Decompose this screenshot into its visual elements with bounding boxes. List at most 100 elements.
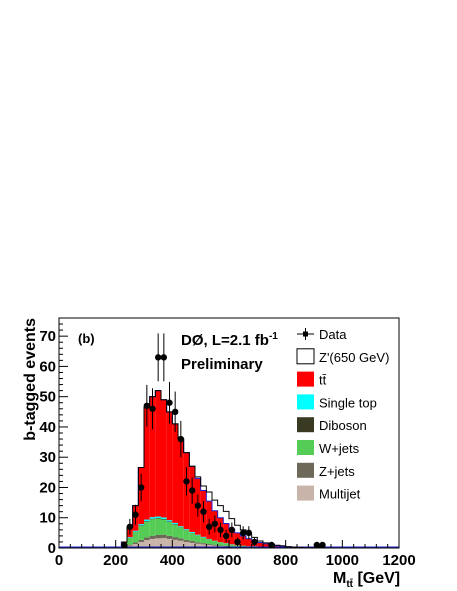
bar-tt--300 [144,407,150,520]
bar-multijet-260 [132,544,139,548]
data-marker [183,478,190,485]
legend-label: tt̄ [319,373,327,388]
legend-item-z-jets: Z+jets [297,462,355,479]
legend-label: Single top [319,395,377,410]
data-marker [137,484,145,491]
bar-diboson-320 [149,518,156,520]
bar-multijet-360 [161,538,167,548]
data-marker [166,399,173,406]
panel-label: (b) [78,331,95,346]
data-marker [188,487,196,494]
data-point-550 [211,515,219,533]
y-axis-title: b-tagged events [22,318,39,441]
bar-z-jets-440 [183,539,190,542]
bar-w-jets-640 [240,545,246,547]
data-point-490 [194,494,202,517]
data-marker [228,526,236,534]
bar-diboson-400 [172,524,178,525]
data-point-250 [126,518,134,535]
legend-swatch [297,394,314,410]
bar-tt--380 [166,411,173,521]
bar-w-jets-420 [178,527,184,539]
data-marker [251,538,258,546]
legend-swatch [297,485,314,501]
bar-z-jets-480 [195,542,201,544]
data-point-330 [149,388,156,430]
bar-z-jets-540 [212,544,218,546]
legend-swatch [297,417,314,433]
bar-w-jets-520 [206,539,212,545]
preliminary-label: Preliminary [181,356,263,373]
bar-z-jets-560 [217,545,224,547]
bar-tt--340 [155,390,161,517]
bar-tt--720 [263,543,269,548]
bar-multijet-500 [200,544,207,548]
legend-label: Z'(650 GeV) [319,350,389,365]
legend-label: W+jets [319,441,360,456]
bar-single-top-480 [195,534,201,536]
x-axis-title-unit: [GeV] [353,570,400,587]
bar-z-jets-260 [132,542,139,545]
bar-single-top-420 [178,526,184,528]
bar-diboson-340 [155,518,161,519]
legend-item-diboson: Diboson [297,417,367,433]
bar-single-top-460 [189,531,195,533]
bar-single-top-240 [127,537,133,538]
bar-z-jets-420 [178,538,184,541]
legend-marker [303,331,308,337]
legend-item-w-jets: W+jets [297,440,360,456]
bar-z-jets-500 [200,543,207,545]
bar-z-jets-400 [172,537,178,540]
legend-item-data: Data [297,327,347,342]
bar-w-jets-540 [212,541,218,545]
data-point-670 [245,526,253,540]
bar-z-jets-300 [144,537,150,541]
bar-tt--700 [257,542,263,548]
y-tick-label-20: 20 [39,479,56,496]
experiment-annotation-sup: -1 [269,331,278,342]
data-point-430 [177,420,185,458]
y-tick-label-60: 60 [39,358,56,375]
data-marker [126,523,134,531]
bar-multijet-320 [149,538,156,548]
bar-multijet-460 [189,542,195,548]
experiment-annotation-text: DØ, L=2.1 fb [181,332,269,349]
bar-w-jets-480 [195,535,201,543]
bar-w-jets-320 [149,519,156,536]
bar-z-jets-320 [149,535,156,539]
data-marker [194,502,202,509]
bar-w-jets-440 [183,530,190,540]
x-tick-label-0: 0 [55,552,63,569]
x-tick-label-1200: 1200 [382,552,415,569]
bar-diboson-300 [144,521,150,522]
data-point-650 [239,526,247,540]
bar-multijet-400 [172,539,178,548]
bar-single-top-320 [149,517,156,519]
bar-z-jets-340 [155,534,161,539]
x-axis-title-main: M [333,570,346,587]
data-marker [160,354,168,361]
y-tick-label-30: 30 [39,449,56,466]
data-marker [313,541,321,549]
x-axis-title: Mtt̄ [GeV] [333,570,400,590]
data-point-370 [160,333,168,382]
data-marker [222,532,230,540]
data-point-530 [205,518,213,535]
x-tick-label-600: 600 [216,552,241,569]
data-points [120,333,326,549]
bar-w-jets-580 [223,543,229,546]
plot-background [59,318,399,548]
bar-single-top-500 [200,536,207,538]
data-marker [171,408,179,416]
data-marker [149,405,156,412]
bar-z-jets-460 [189,541,195,543]
bar-multijet-380 [166,538,173,548]
bar-single-top-380 [166,520,173,522]
data-point-910 [313,541,321,549]
y-tick-label-50: 50 [39,389,56,406]
data-point-450 [183,467,190,496]
legend-swatch [297,440,314,455]
x-tick-label-200: 200 [103,552,128,569]
bar-w-jets-600 [229,544,235,547]
data-point-570 [217,522,224,538]
